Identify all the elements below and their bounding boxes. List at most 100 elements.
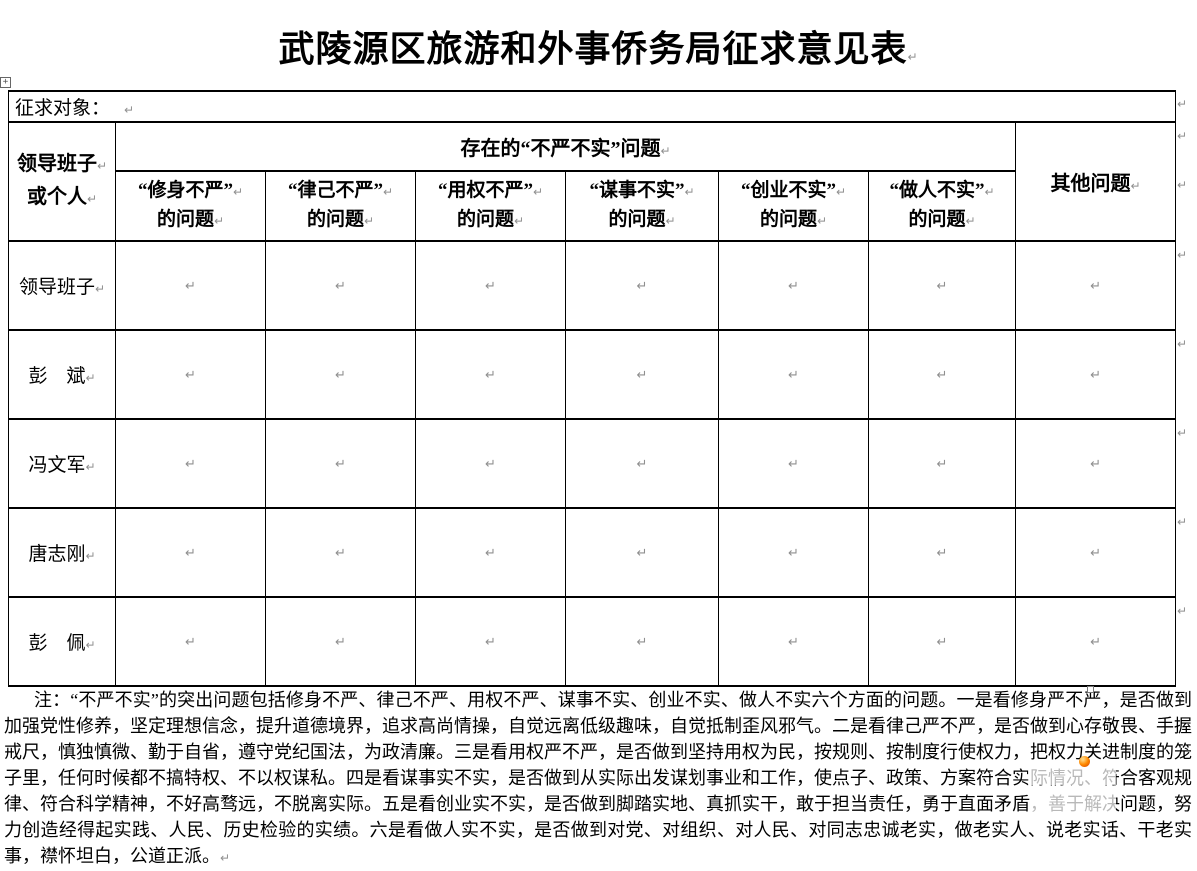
paragraph-mark-icon: ↵ xyxy=(485,278,496,294)
empty-cell[interactable]: ↵ xyxy=(718,329,869,420)
paragraph-mark-icon: ↵ xyxy=(335,545,346,561)
subheader-zuoren-cell[interactable]: “做人不实”↵ 的问题↵ xyxy=(868,170,1016,242)
paragraph-mark-icon: ↵ xyxy=(85,460,96,474)
empty-cell[interactable]: ↵ xyxy=(718,240,869,331)
subheader-text: 的问题 xyxy=(156,209,214,230)
subheader-text: “修身不严” xyxy=(137,180,233,201)
subheader-lvji-cell[interactable]: “律己不严”↵ 的问题↵ xyxy=(265,170,416,242)
row-label-cell[interactable]: 领导班子↵ xyxy=(8,240,116,331)
small-square-marker-icon xyxy=(1087,686,1094,693)
empty-cell[interactable]: ↵ xyxy=(868,240,1016,331)
row-label: 冯文军 xyxy=(28,455,86,476)
empty-cell[interactable]: ↵ xyxy=(415,240,566,331)
subheader-moushi-cell[interactable]: “谋事不实”↵ 的问题↵ xyxy=(565,170,719,242)
empty-cell[interactable]: ↵ xyxy=(1014,596,1177,687)
paragraph-mark-icon: ↵ xyxy=(185,545,196,561)
empty-cell[interactable]: ↵ xyxy=(115,329,266,420)
empty-cell[interactable]: ↵ xyxy=(718,596,869,687)
table-row: 冯文军↵ ↵ ↵ ↵ ↵ ↵ ↵ ↵ xyxy=(8,418,1177,509)
paragraph-mark-icon: ↵ xyxy=(213,214,225,228)
empty-cell[interactable]: ↵ xyxy=(1014,507,1177,598)
row-label-cell[interactable]: 彭 斌↵ xyxy=(8,329,116,420)
opinion-table: 征求对象： ↵ 领导班子↵ 或个人↵ 存在的“不严不实”问题↵ 其他问题↵ “修身… xyxy=(7,90,1177,687)
group-header-cell[interactable]: 存在的“不严不实”问题↵ xyxy=(115,121,1016,172)
row-label-cell[interactable]: 唐志刚↵ xyxy=(8,507,116,598)
paragraph-mark-icon: ↵ xyxy=(185,278,196,294)
subheader-chuangye-cell[interactable]: “创业不实”↵ 的问题↵ xyxy=(718,170,869,242)
empty-cell[interactable]: ↵ xyxy=(565,507,719,598)
paragraph-mark-icon: ↵ xyxy=(936,456,948,472)
empty-cell[interactable]: ↵ xyxy=(565,240,719,331)
paragraph-mark-icon: ↵ xyxy=(85,371,96,385)
empty-cell[interactable]: ↵ xyxy=(115,596,266,687)
empty-cell[interactable]: ↵ xyxy=(1014,329,1177,420)
empty-cell[interactable]: ↵ xyxy=(415,507,566,598)
empty-cell[interactable]: ↵ xyxy=(868,329,1016,420)
empty-cell[interactable]: ↵ xyxy=(565,329,719,420)
empty-cell[interactable]: ↵ xyxy=(565,418,719,509)
document-title-text: 武陵源区旅游和外事侨务局征求意见表 xyxy=(278,28,908,69)
end-of-row-mark-icon: ↵ xyxy=(1177,337,1188,351)
paragraph-mark-icon: ↵ xyxy=(85,638,96,652)
paragraph-mark-icon: ↵ xyxy=(816,214,828,228)
paragraph-mark-icon: ↵ xyxy=(1090,456,1101,472)
empty-cell[interactable]: ↵ xyxy=(265,418,416,509)
empty-cell[interactable]: ↵ xyxy=(868,418,1016,509)
empty-cell[interactable]: ↵ xyxy=(115,240,266,331)
solicit-target-cell[interactable]: 征求对象： ↵ xyxy=(7,90,1177,123)
empty-cell[interactable]: ↵ xyxy=(718,507,869,598)
empty-cell[interactable]: ↵ xyxy=(415,329,566,420)
other-problems-header-text: 其他问题 xyxy=(1050,173,1131,195)
empty-cell[interactable]: ↵ xyxy=(565,596,719,687)
paragraph-mark-icon: ↵ xyxy=(1090,278,1101,294)
paragraph-mark-icon: ↵ xyxy=(335,456,346,472)
plus-icon: + xyxy=(2,77,9,87)
empty-cell[interactable]: ↵ xyxy=(115,507,266,598)
empty-cell[interactable]: ↵ xyxy=(265,507,416,598)
empty-cell[interactable]: ↵ xyxy=(265,329,416,420)
empty-cell[interactable]: ↵ xyxy=(265,240,416,331)
empty-cell[interactable]: ↵ xyxy=(415,596,566,687)
empty-cell[interactable]: ↵ xyxy=(415,418,566,509)
corner-header-cell[interactable]: 领导班子↵ 或个人↵ xyxy=(8,121,116,242)
corner-header-text2: 或个人 xyxy=(26,185,87,208)
empty-cell[interactable]: ↵ xyxy=(718,418,869,509)
paragraph-mark-icon: ↵ xyxy=(788,367,799,383)
end-of-row-mark-icon: ↵ xyxy=(1177,515,1188,529)
paragraph-mark-icon: ↵ xyxy=(485,456,496,472)
paragraph-mark-icon: ↵ xyxy=(665,214,676,228)
subheader-yongquan-cell[interactable]: “用权不严”↵ 的问题↵ xyxy=(415,170,566,242)
paragraph-mark-icon: ↵ xyxy=(636,634,648,650)
paragraph-mark-icon: ↵ xyxy=(485,545,496,561)
paragraph-mark-icon: ↵ xyxy=(96,158,108,173)
paragraph-mark-icon: ↵ xyxy=(788,545,799,561)
note-paragraph[interactable]: 注：“不严不实”的突出问题包括修身不严、律己不严、用权不严、谋事不实、创业不实、… xyxy=(4,687,1192,871)
row-label: 彭 佩 xyxy=(28,633,86,654)
paragraph-mark-icon: ↵ xyxy=(335,634,346,650)
subheader-xiushen-cell[interactable]: “修身不严”↵ 的问题↵ xyxy=(115,170,266,242)
paragraph-mark-icon: ↵ xyxy=(185,456,196,472)
paragraph-mark-icon: ↵ xyxy=(94,282,106,296)
paragraph-mark-icon: ↵ xyxy=(220,851,231,865)
paragraph-mark-icon: ↵ xyxy=(907,50,919,64)
row-label-cell[interactable]: 彭 佩↵ xyxy=(8,596,116,687)
other-problems-header-cell[interactable]: 其他问题↵ xyxy=(1014,121,1177,242)
table-move-handle-icon[interactable]: + xyxy=(0,77,11,88)
paragraph-mark-icon: ↵ xyxy=(636,545,648,561)
paragraph-mark-icon: ↵ xyxy=(335,278,346,294)
paragraph-mark-icon: ↵ xyxy=(513,214,525,228)
corner-header-line2: 或个人↵ xyxy=(10,182,115,215)
document-title[interactable]: 武陵源区旅游和外事侨务局征求意见表↵ xyxy=(0,20,1197,72)
empty-cell[interactable]: ↵ xyxy=(1014,240,1177,331)
end-of-row-mark-icon: ↵ xyxy=(1177,129,1188,143)
paragraph-mark-icon: ↵ xyxy=(788,634,799,650)
empty-cell[interactable]: ↵ xyxy=(1014,418,1177,509)
end-of-row-mark-icon: ↵ xyxy=(1177,178,1188,192)
empty-cell[interactable]: ↵ xyxy=(868,596,1016,687)
table-row: 彭 斌↵ ↵ ↵ ↵ ↵ ↵ ↵ ↵ xyxy=(8,329,1177,420)
empty-cell[interactable]: ↵ xyxy=(115,418,266,509)
row-label-cell[interactable]: 冯文军↵ xyxy=(8,418,116,509)
empty-cell[interactable]: ↵ xyxy=(868,507,1016,598)
empty-cell[interactable]: ↵ xyxy=(265,596,416,687)
subheader-text: 的问题 xyxy=(908,209,966,230)
